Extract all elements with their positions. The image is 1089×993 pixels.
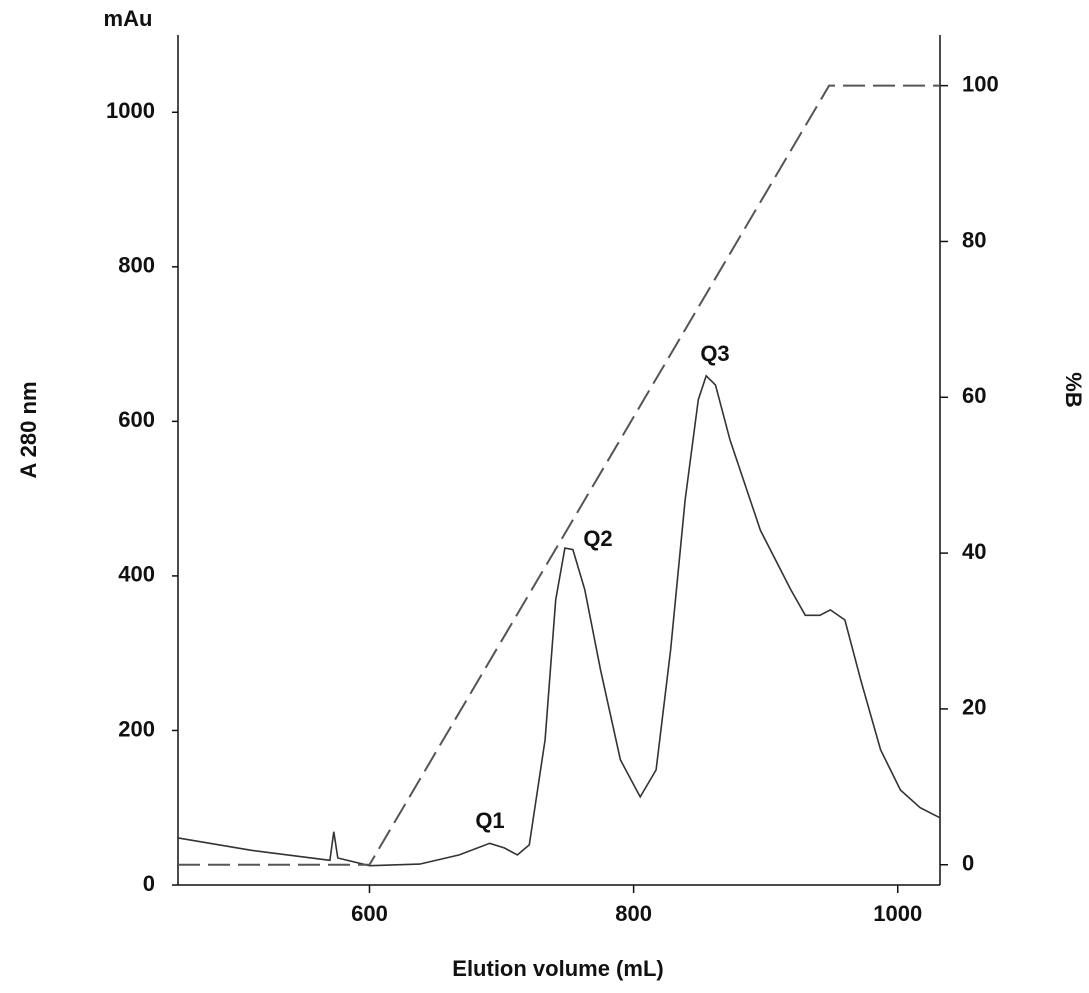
x-axis-title: Elution volume (mL) [452,956,663,981]
peak-label: Q2 [583,526,612,551]
peak-label: Q1 [475,808,504,833]
y2-tick-label: 0 [962,851,974,876]
absorbance-line [177,374,941,867]
y-tick-label: 200 [118,716,155,741]
y-tick-label: 800 [118,253,155,278]
x-tick-label: 600 [351,901,388,926]
x-tick-label: 1000 [873,901,922,926]
y2-tick-label: 40 [962,539,986,564]
y2-tick-label: 80 [962,227,986,252]
y-axis-title: A 280 nm [16,381,41,478]
y2-tick-label: 20 [962,695,986,720]
peak-label: Q3 [700,341,729,366]
y2-tick-label: 100 [962,71,999,96]
y2-axis-title: %B [1061,372,1086,407]
y-tick-label: 1000 [106,98,155,123]
gradient-line [178,84,940,866]
y-tick-label: 400 [118,562,155,587]
y2-tick-label: 60 [962,383,986,408]
x-tick-label: 800 [615,901,652,926]
y-unit-label: mAu [104,6,153,31]
y-tick-label: 0 [143,871,155,896]
y-tick-label: 600 [118,407,155,432]
